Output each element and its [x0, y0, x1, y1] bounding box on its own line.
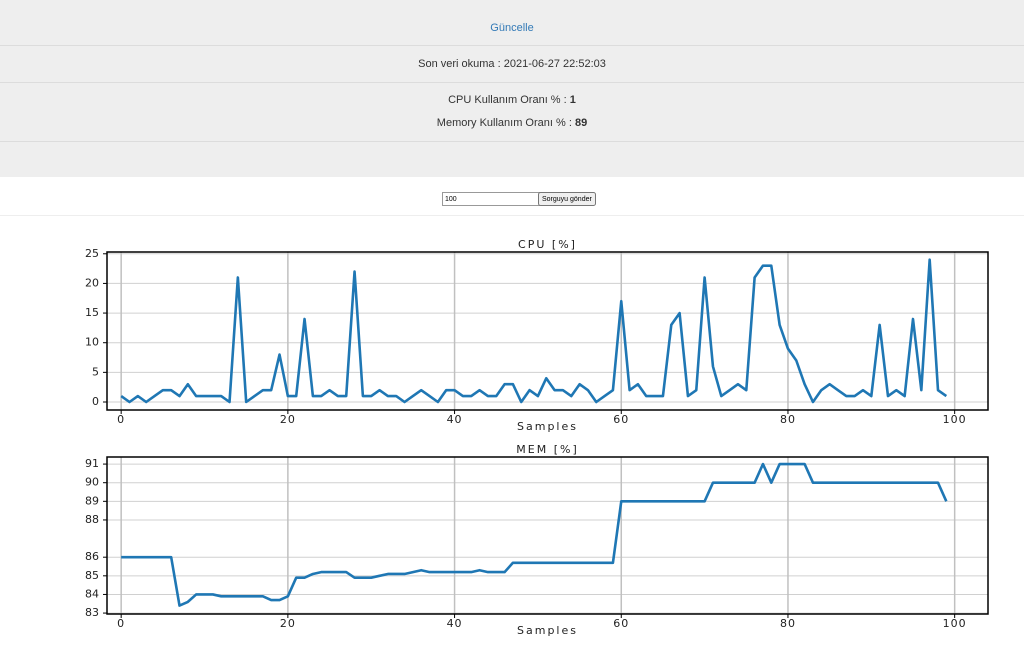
x-tick-label: 20: [280, 413, 296, 426]
plot-frame: [106, 456, 989, 615]
y-tick-label: 86: [85, 550, 99, 563]
x-tick-label: 60: [613, 413, 629, 426]
y-tick-label: 15: [85, 306, 99, 319]
x-tick-label: 0: [117, 413, 125, 426]
y-tick-label: 90: [85, 476, 99, 489]
y-tick-label: 91: [85, 457, 99, 470]
data-line: [121, 462, 948, 607]
plot-frame: [106, 251, 989, 411]
x-tick-label: 80: [780, 617, 796, 630]
mem-value: 89: [574, 117, 588, 129]
cpu-value: 1: [569, 94, 576, 106]
x-tick-label: 0: [117, 617, 125, 630]
refresh-link[interactable]: Güncelle: [490, 22, 534, 34]
data-line: [120, 258, 948, 404]
query-form: Sorguyu gönder: [0, 177, 1024, 216]
y-tick-label: 25: [85, 247, 99, 260]
chart-title: MEM [%]: [516, 443, 578, 456]
y-tick-label: 85: [85, 569, 99, 582]
mem-label: Memory Kullanım Oranı % :: [436, 117, 572, 129]
y-tick-label: 88: [85, 513, 99, 526]
x-tick-label: 40: [447, 617, 463, 630]
samples-input[interactable]: [442, 192, 540, 206]
x-tick-label: 20: [280, 617, 296, 630]
x-tick-label: 100: [943, 413, 967, 426]
y-tick-label: 89: [85, 494, 99, 507]
refresh-bar: Güncelle: [0, 0, 1024, 46]
y-tick-label: 0: [92, 395, 99, 408]
x-tick-label: 60: [613, 617, 629, 630]
usage-bar: CPU Kullanım Oranı % : 1 Memory Kullanım…: [0, 83, 1024, 142]
x-tick-label: 80: [780, 413, 796, 426]
x-tick-label: 100: [943, 617, 967, 630]
y-tick-label: 83: [85, 606, 99, 619]
last-read: Son veri okuma : 2021-06-27 22:52:03: [418, 58, 606, 70]
x-axis-label: Samples: [517, 420, 578, 433]
x-tick-label: 40: [447, 413, 463, 426]
spacer-bar: [0, 142, 1024, 177]
cpu-label: CPU Kullanım Oranı % :: [448, 94, 567, 106]
submit-button[interactable]: Sorguyu gönder: [538, 192, 596, 206]
y-tick-label: 20: [85, 276, 99, 289]
chart-title: CPU [%]: [518, 238, 577, 251]
y-tick-label: 84: [85, 587, 99, 600]
last-read-bar: Son veri okuma : 2021-06-27 22:52:03: [0, 46, 1024, 83]
x-axis-label: Samples: [517, 624, 578, 637]
y-tick-label: 10: [85, 336, 99, 349]
y-tick-label: 5: [92, 365, 99, 378]
